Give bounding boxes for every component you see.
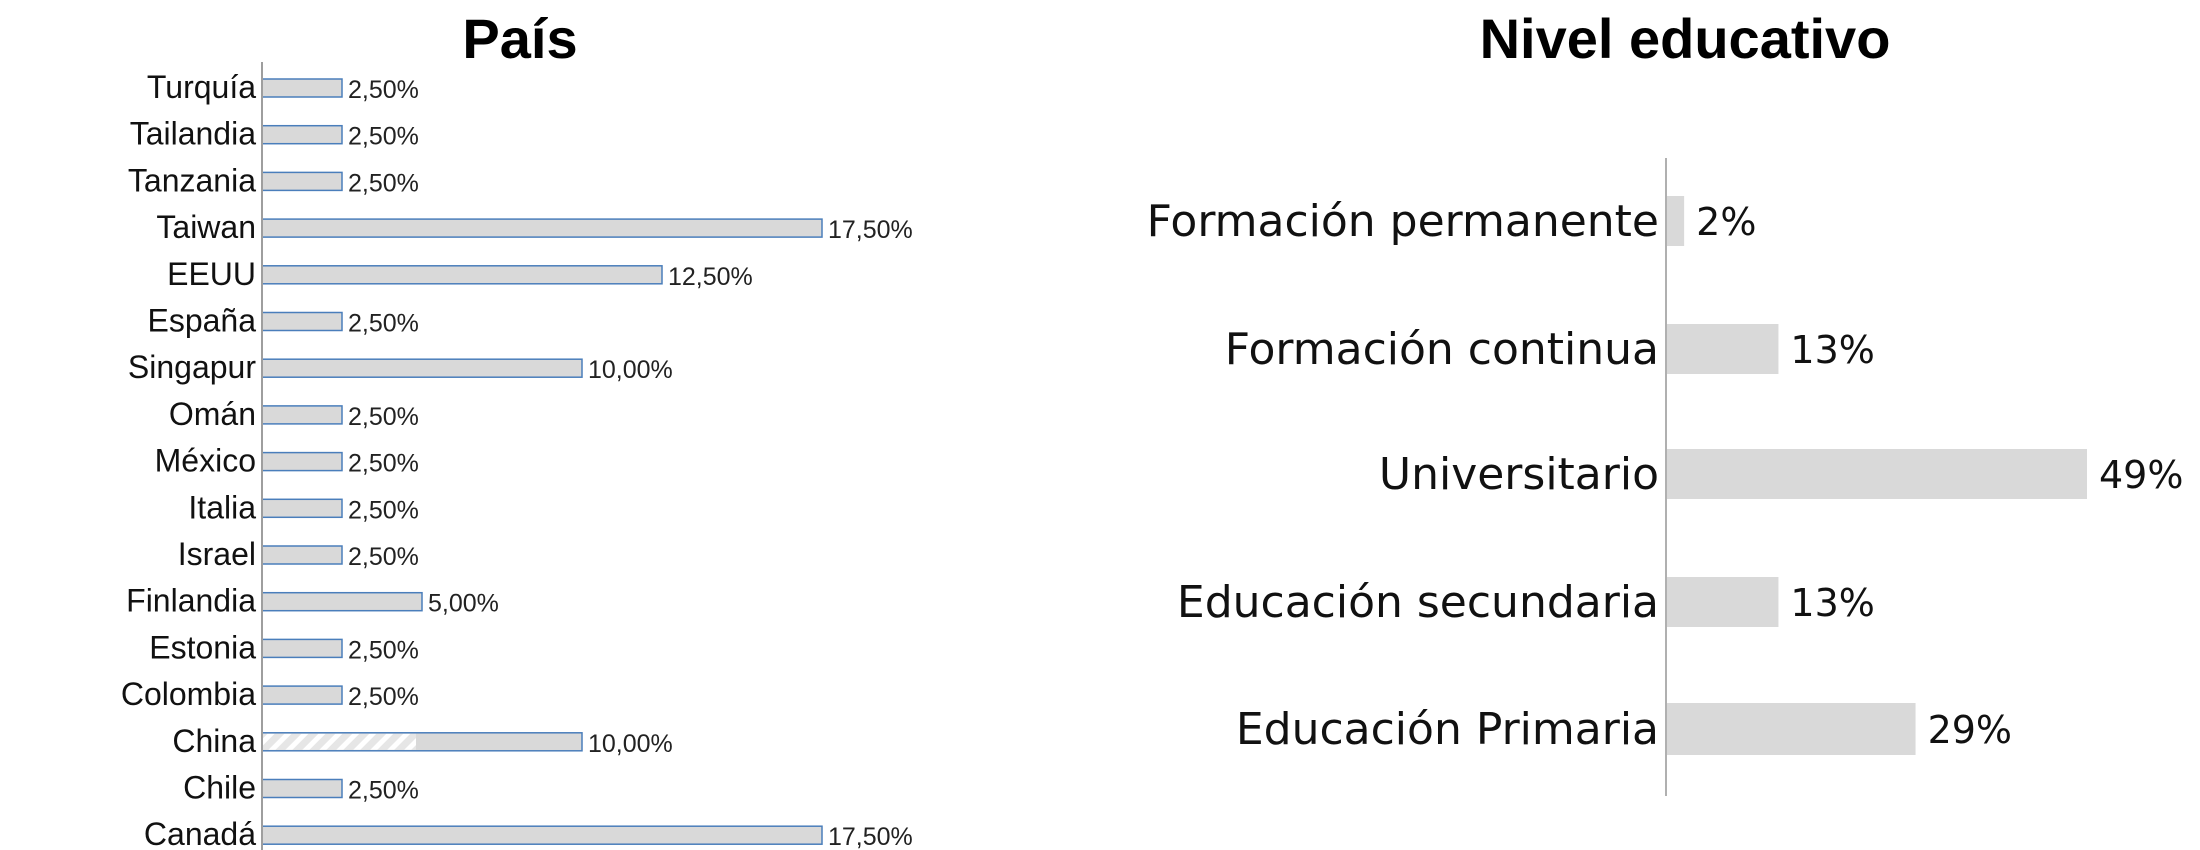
pais-value-label: 2,50% <box>348 450 419 478</box>
pais-value-label: 2,50% <box>348 169 419 197</box>
pais-value-label: 10,00% <box>588 356 673 384</box>
pais-value-label: 10,00% <box>588 730 673 758</box>
nivel-bar-educacion-primaria <box>1667 703 1916 755</box>
nivel-category-label: Educación Primaria <box>1236 704 1659 755</box>
pais-category-label: Tanzania <box>128 162 256 198</box>
nivel-category-label: Universitario <box>1379 449 1659 500</box>
pais-category-label: Tailandia <box>130 116 257 152</box>
nivel-value-label: 49% <box>2099 453 2183 497</box>
pais-category-label: Israel <box>178 536 256 572</box>
nivel-category-label: Formación permanente <box>1147 196 1659 247</box>
pais-bar-colombia <box>261 685 343 705</box>
pais-category-label: México <box>155 443 256 479</box>
nivel-category-label: Educación secundaria <box>1177 577 1659 628</box>
pais-category-label: EEUU <box>167 256 256 292</box>
pais-bar-espana <box>261 311 343 332</box>
pais-bar-eeuu <box>261 265 663 285</box>
pais-bar-taiwan <box>261 218 823 238</box>
pais-value-label: 2,50% <box>348 683 419 711</box>
pais-bar-estonia <box>261 638 343 659</box>
pais-value-label: 12,50% <box>668 263 753 291</box>
pais-category-label: Canadá <box>144 816 256 850</box>
pais-bar-chile <box>261 778 343 799</box>
nivel-bar-formacion-continua <box>1667 324 1779 374</box>
pais-category-label: Singapur <box>128 349 256 385</box>
pais-category-label: Chile <box>183 770 256 806</box>
pais-bar-tailandia <box>261 124 343 145</box>
pais-value-label: 2,50% <box>348 496 419 524</box>
nivel-bar-educacion-secundaria <box>1667 577 1779 627</box>
pais-value-label: 2,50% <box>348 123 419 151</box>
nivel-category-label: Formación continua <box>1225 324 1659 375</box>
nivel-value-label: 2% <box>1696 200 1756 244</box>
nivel-bars: Formación permanente 2% Formación continua… <box>1147 196 2183 755</box>
nivel-educativo-chart: Nivel educativo Formación permanente 2%Fo… <box>1147 7 2183 796</box>
pais-bar-oman <box>261 405 343 425</box>
pais-value-label: 2,50% <box>348 310 419 338</box>
pais-bar-israel <box>261 545 343 565</box>
pais-category-label: Colombia <box>121 676 256 712</box>
nivel-value-label: 29% <box>1928 708 2012 752</box>
pais-category-label: Taiwan <box>156 209 256 245</box>
pais-bar-hatch-china <box>263 733 416 750</box>
nivel-value-label: 13% <box>1790 328 1874 372</box>
pais-value-label: 2,50% <box>348 543 419 571</box>
pais-bar-canada <box>261 825 823 845</box>
pais-bars: Turquía 2,50% Tailandia 2,50% Tanzania 2,50% T… <box>121 69 913 850</box>
nivel-title: Nivel educativo <box>1480 7 1891 70</box>
pais-value-label: 2,50% <box>348 76 419 104</box>
nivel-value-label: 13% <box>1790 581 1874 625</box>
pais-category-label: China <box>172 723 256 759</box>
pais-value-label: 2,50% <box>348 403 419 431</box>
pais-title: País <box>462 7 577 70</box>
nivel-bar-formacion-permanente <box>1667 196 1685 246</box>
pais-category-label: España <box>147 303 256 339</box>
pais-chart: País Turquía 2,50% Tailandia 2,50% Tanzania 2… <box>121 7 913 850</box>
pais-category-label: Italia <box>188 489 256 525</box>
pais-bar-mexico <box>261 451 343 472</box>
pais-value-label: 2,50% <box>348 777 419 805</box>
pais-value-label: 2,50% <box>348 636 419 664</box>
pais-bar-italia <box>261 498 343 519</box>
pais-bar-finlandia <box>261 591 423 612</box>
pais-bar-tanzania <box>261 171 343 192</box>
pais-value-label: 17,50% <box>828 216 913 244</box>
pais-category-label: Estonia <box>149 629 256 665</box>
pais-bar-singapur <box>261 358 583 378</box>
pais-value-label: 17,50% <box>828 823 913 850</box>
pais-value-label: 5,00% <box>428 590 499 618</box>
pais-category-label: Finlandia <box>126 583 256 619</box>
pais-category-label: Omán <box>169 396 256 432</box>
pais-category-label: Turquía <box>147 69 256 105</box>
pais-bar-turquia <box>261 78 343 98</box>
nivel-bar-universitario <box>1667 449 2087 499</box>
